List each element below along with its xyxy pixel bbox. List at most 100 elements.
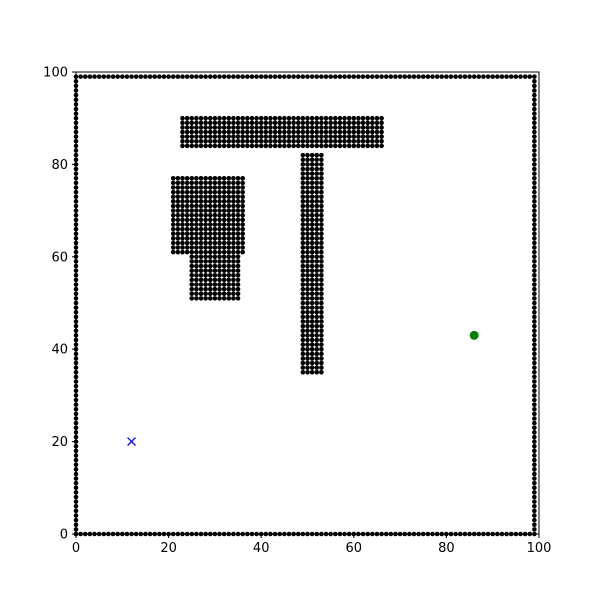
obstacle-point [305,309,310,315]
obstacle-point [221,231,227,236]
obstacle-point [268,125,273,130]
obstacle-point [194,272,199,278]
obstacle-point [207,189,213,195]
obstacle-point [532,503,537,509]
obstacle-point [249,115,255,121]
obstacle-point [221,134,227,139]
obstacle-point [254,120,259,126]
obstacle-point [532,83,537,89]
obstacle-point [346,143,352,149]
obstacle-point [221,245,227,250]
obstacle-point [309,300,315,306]
obstacle-point [319,139,324,144]
obstacle-point [226,259,232,264]
obstacle-point [309,245,315,250]
obstacle-point [258,139,264,144]
obstacle-point [532,254,537,260]
obstacle-point [198,175,204,181]
obstacle-point [360,125,366,130]
obstacle-point [337,129,343,135]
obstacle-point [309,342,315,347]
obstacle-point [527,74,533,79]
obstacle-point [235,194,241,200]
obstacle-point [300,194,306,200]
obstacle-point [180,74,185,79]
obstacle-point [532,180,537,186]
obstacle-point [231,115,236,121]
obstacle-point [212,212,218,218]
obstacle-point [212,291,218,297]
obstacle-point [212,249,218,255]
obstacle-point [231,203,236,209]
obstacle-point [305,282,310,287]
obstacle-point [342,74,347,79]
obstacle-point [314,286,320,292]
obstacle-point [129,74,134,79]
obstacle-point [189,259,195,264]
obstacle-point [309,346,315,352]
obstacle-point [189,139,195,144]
obstacle-point [207,254,213,260]
obstacle-point [305,139,310,144]
obstacle-point [319,175,324,181]
obstacle-point [314,254,320,260]
obstacle-point [254,74,259,79]
obstacle-point [337,115,343,121]
obstacle-point [402,74,408,79]
obstacle-point [300,272,306,278]
obstacle-point [309,226,315,232]
obstacle-point [245,120,250,126]
obstacle-point [226,189,232,195]
obstacle-point [272,134,278,139]
obstacle-point [268,129,273,135]
obstacle-point [319,328,324,334]
obstacle-point [532,319,537,324]
obstacle-point [314,314,320,320]
obstacle-point [305,212,310,218]
obstacle-point [300,212,306,218]
obstacle-point [346,134,352,139]
obstacle-point [212,231,218,236]
obstacle-point [263,74,269,79]
obstacle-point [221,277,227,283]
obstacle-point [198,208,204,213]
obstacle-point [305,125,310,130]
obstacle-point [319,300,324,306]
obstacle-point [226,212,232,218]
obstacle-point [226,272,232,278]
obstacle-point [221,208,227,213]
obstacle-point [319,226,324,232]
obstacle-point [198,254,204,260]
obstacle-point [360,143,366,149]
obstacle-point [212,259,218,264]
obstacle-point [532,513,537,518]
obstacle-point [189,291,195,297]
obstacle-point [249,139,255,144]
obstacle-point [235,286,241,292]
obstacle-point [194,175,199,181]
obstacle-point [198,268,204,273]
obstacle-point [189,74,195,79]
obstacle-point [532,203,537,209]
obstacle-point [328,134,333,139]
obstacle-point [365,115,370,121]
obstacle-point [532,462,537,468]
obstacle-point [309,143,315,149]
obstacle-point [198,222,204,227]
obstacle-point [235,272,241,278]
obstacle-point [286,125,292,130]
obstacle-point [170,180,176,186]
obstacle-point [532,393,537,398]
obstacle-point [194,194,199,200]
obstacle-point [309,268,315,273]
obstacle-point [314,277,320,283]
obstacle-point [194,263,199,269]
obstacle-point [217,259,222,264]
obstacle-point [532,337,537,343]
obstacle-point [300,314,306,320]
obstacle-point [231,277,236,283]
obstacle-point [207,286,213,292]
obstacle-point [319,236,324,241]
obstacle-point [295,129,301,135]
obstacle-point [328,139,333,144]
